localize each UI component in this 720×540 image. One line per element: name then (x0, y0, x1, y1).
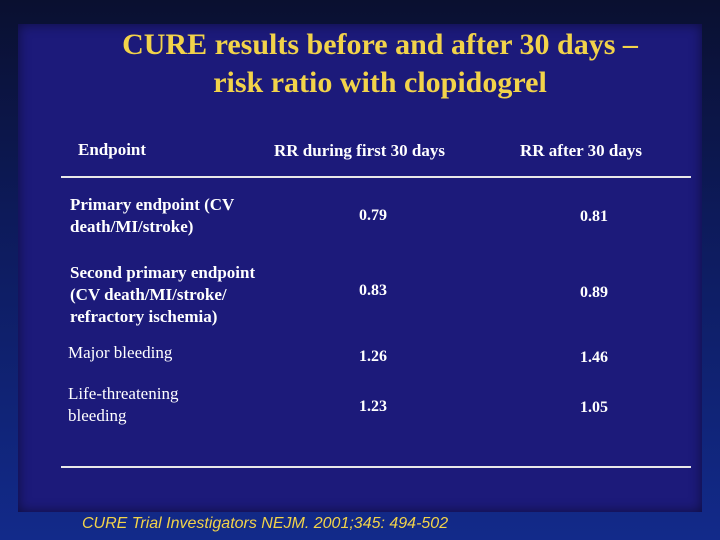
row-2-endpoint-line-3: refractory ischemia) (70, 307, 218, 326)
row-4-rr-first-30: 1.23 (359, 398, 387, 415)
row-1-rr-after-30: 0.81 (580, 208, 608, 225)
slide-panel: CURE results before and after 30 days – … (18, 24, 702, 512)
row-1-endpoint-line-1: Primary endpoint (CV (70, 195, 235, 214)
slide-title: CURE results before and after 30 days – … (18, 26, 702, 102)
row-3-rr-after-30: 1.46 (580, 349, 608, 366)
row-2-endpoint-line-1: Second primary endpoint (70, 263, 256, 282)
row-2-endpoint: Second primary endpoint (CV death/MI/str… (70, 262, 255, 328)
header-rule (61, 176, 691, 178)
row-3-endpoint-line-1: Major bleeding (68, 343, 173, 362)
row-2-endpoint-line-2: (CV death/MI/stroke/ (70, 285, 227, 304)
row-4-endpoint: Life-threatening bleeding (68, 383, 178, 427)
header-endpoint: Endpoint (78, 140, 147, 159)
row-4-endpoint-line-1: Life-threatening (68, 384, 179, 403)
citation: CURE Trial Investigators NEJM. 2001;345:… (82, 515, 449, 532)
title-line-2: risk ratio with clopidogrel (213, 66, 547, 99)
row-1-endpoint: Primary endpoint (CV death/MI/stroke) (70, 194, 234, 238)
header-rr-after-30: RR after 30 days (520, 141, 642, 160)
row-2-rr-first-30: 0.83 (359, 282, 387, 299)
row-4-rr-after-30: 1.05 (580, 399, 608, 416)
row-3-endpoint: Major bleeding (68, 342, 172, 364)
row-4-endpoint-line-2: bleeding (68, 406, 127, 425)
title-line-1: CURE results before and after 30 days – (122, 28, 638, 61)
row-1-endpoint-line-2: death/MI/stroke) (70, 217, 194, 236)
row-2-rr-after-30: 0.89 (580, 284, 608, 301)
footer-rule (61, 466, 691, 468)
header-rr-first-30: RR during first 30 days (274, 141, 445, 160)
row-3-rr-first-30: 1.26 (359, 348, 387, 365)
row-1-rr-first-30: 0.79 (359, 207, 387, 224)
